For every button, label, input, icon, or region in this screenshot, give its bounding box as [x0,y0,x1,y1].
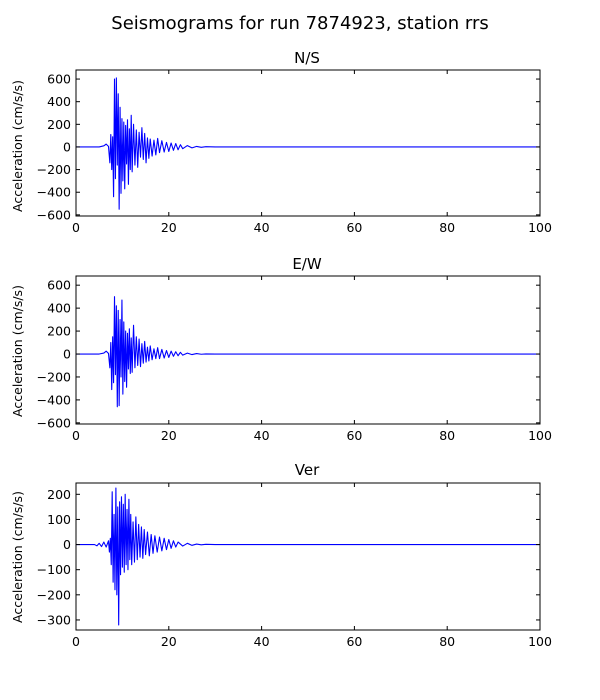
y-tick-label: 100 [47,512,71,527]
series-line [76,296,540,408]
axes-frame [75,69,541,217]
y-tick-label: 200 [47,117,71,132]
x-tick-label: 0 [72,220,80,235]
panel-title: E/W [292,255,322,273]
y-tick-label: −200 [37,162,71,177]
x-tick-label: 60 [346,634,362,649]
x-tick-label: 100 [528,634,552,649]
panel-ew: E/W Acceleration (cm/s/s) 0 20 40 60 80 100 −6… [10,255,552,443]
y-axis-label: Acceleration (cm/s/s) [10,80,25,212]
axes-frame [75,482,541,631]
y-tick-label: 200 [47,324,71,339]
figure-title: Seismograms for run 7874923, station rrs [111,13,488,34]
y-tick-label: −400 [37,392,71,407]
y-tick-label: 600 [47,278,71,293]
x-tick-label: 20 [161,428,177,443]
y-tick-label: 600 [47,72,71,87]
x-tick-label: 0 [72,428,80,443]
x-tick-label: 20 [161,634,177,649]
x-tick-label: 80 [439,220,455,235]
x-tick-label: 0 [72,634,80,649]
x-tick-label: 20 [161,220,177,235]
y-tick-label: 400 [47,301,71,316]
y-tick-label: 400 [47,94,71,109]
panel-ver: Ver Acceleration (cm/s/s) 0 20 40 60 80 100 −3… [10,461,552,649]
y-tick-label: −600 [37,207,71,222]
series-line [76,77,540,210]
x-tick-label: 40 [254,428,270,443]
x-tick-label: 40 [254,634,270,649]
y-tick-label: 0 [63,347,71,362]
y-tick-label: −100 [37,562,71,577]
panel-title: N/S [294,49,320,67]
y-tick-label: −300 [37,612,71,627]
x-tick-label: 100 [528,220,552,235]
y-axis-label: Acceleration (cm/s/s) [10,285,25,417]
x-tick-label: 60 [346,220,362,235]
y-tick-label: −400 [37,185,71,200]
panel-ns: N/S Acceleration (cm/s/s) 0 20 40 60 80 100 −6… [10,49,552,235]
y-tick-label: 0 [63,537,71,552]
y-axis-label: Acceleration (cm/s/s) [10,491,25,623]
series-line [76,487,540,626]
y-tick-label: 200 [47,487,71,502]
x-tick-label: 80 [439,634,455,649]
axes-frame [75,275,541,425]
y-tick-label: 0 [63,139,71,154]
y-tick-label: −200 [37,369,71,384]
y-tick-label: −600 [37,415,71,430]
x-tick-label: 100 [528,428,552,443]
panel-title: Ver [295,461,320,479]
x-tick-label: 60 [346,428,362,443]
x-tick-label: 40 [254,220,270,235]
x-tick-label: 80 [439,428,455,443]
y-tick-label: −200 [37,587,71,602]
